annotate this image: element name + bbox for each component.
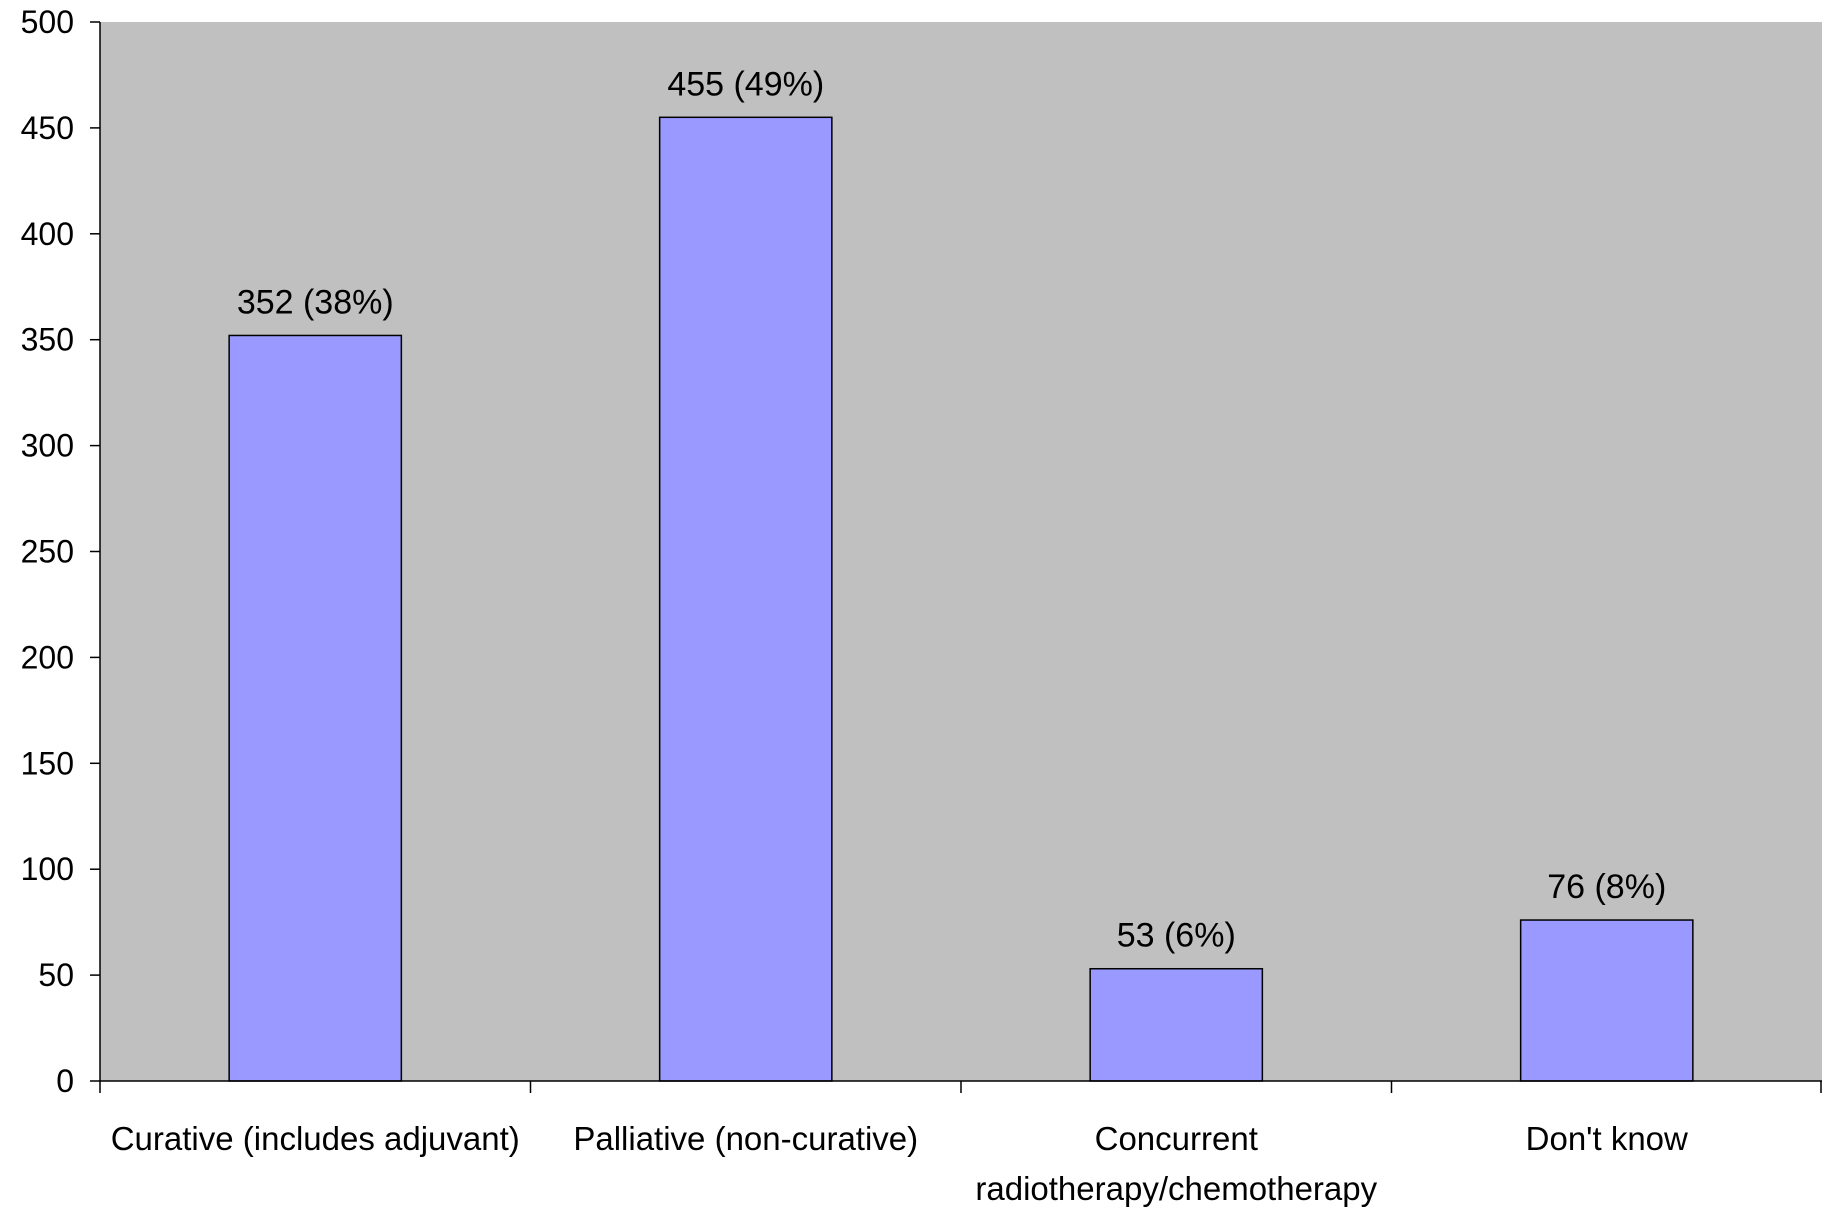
data-label-1: 455 (49%) — [667, 65, 824, 103]
y-tick-label-6: 300 — [21, 428, 74, 464]
data-label-0: 352 (38%) — [237, 283, 394, 321]
category-label-3: Don't know — [1526, 1120, 1688, 1157]
y-tick-label-10: 500 — [21, 4, 74, 40]
category-label-1: Palliative (non-curative) — [573, 1120, 918, 1157]
y-tick-label-2: 100 — [21, 851, 74, 887]
bar-2 — [1089, 967, 1264, 1082]
bar-3 — [1519, 919, 1694, 1082]
bar-0 — [228, 334, 403, 1082]
bar-1 — [658, 116, 833, 1082]
data-label-3: 76 (8%) — [1547, 868, 1666, 906]
y-tick-label-5: 250 — [21, 534, 74, 570]
y-tick-label-7: 350 — [21, 322, 74, 358]
bars-layer — [228, 116, 1694, 1082]
axes-layer — [90, 21, 1822, 1093]
y-tick-label-4: 200 — [21, 639, 74, 675]
category-label-2-line-0: Concurrent — [1095, 1120, 1258, 1157]
y-tick-label-3: 150 — [21, 745, 74, 781]
y-tick-label-1: 50 — [38, 957, 74, 993]
y-tick-label-9: 450 — [21, 110, 74, 146]
data-label-2: 53 (6%) — [1117, 917, 1236, 955]
category-label-0: Curative (includes adjuvant) — [111, 1120, 520, 1157]
category-label-2-line-1: radiotherapy/chemotherapy — [975, 1170, 1377, 1207]
y-tick-label-8: 400 — [21, 216, 74, 252]
labels-layer: 352 (38%) Curative (includes adjuvant) 455… — [21, 4, 1688, 1207]
y-tick-label-0: 0 — [56, 1063, 74, 1099]
